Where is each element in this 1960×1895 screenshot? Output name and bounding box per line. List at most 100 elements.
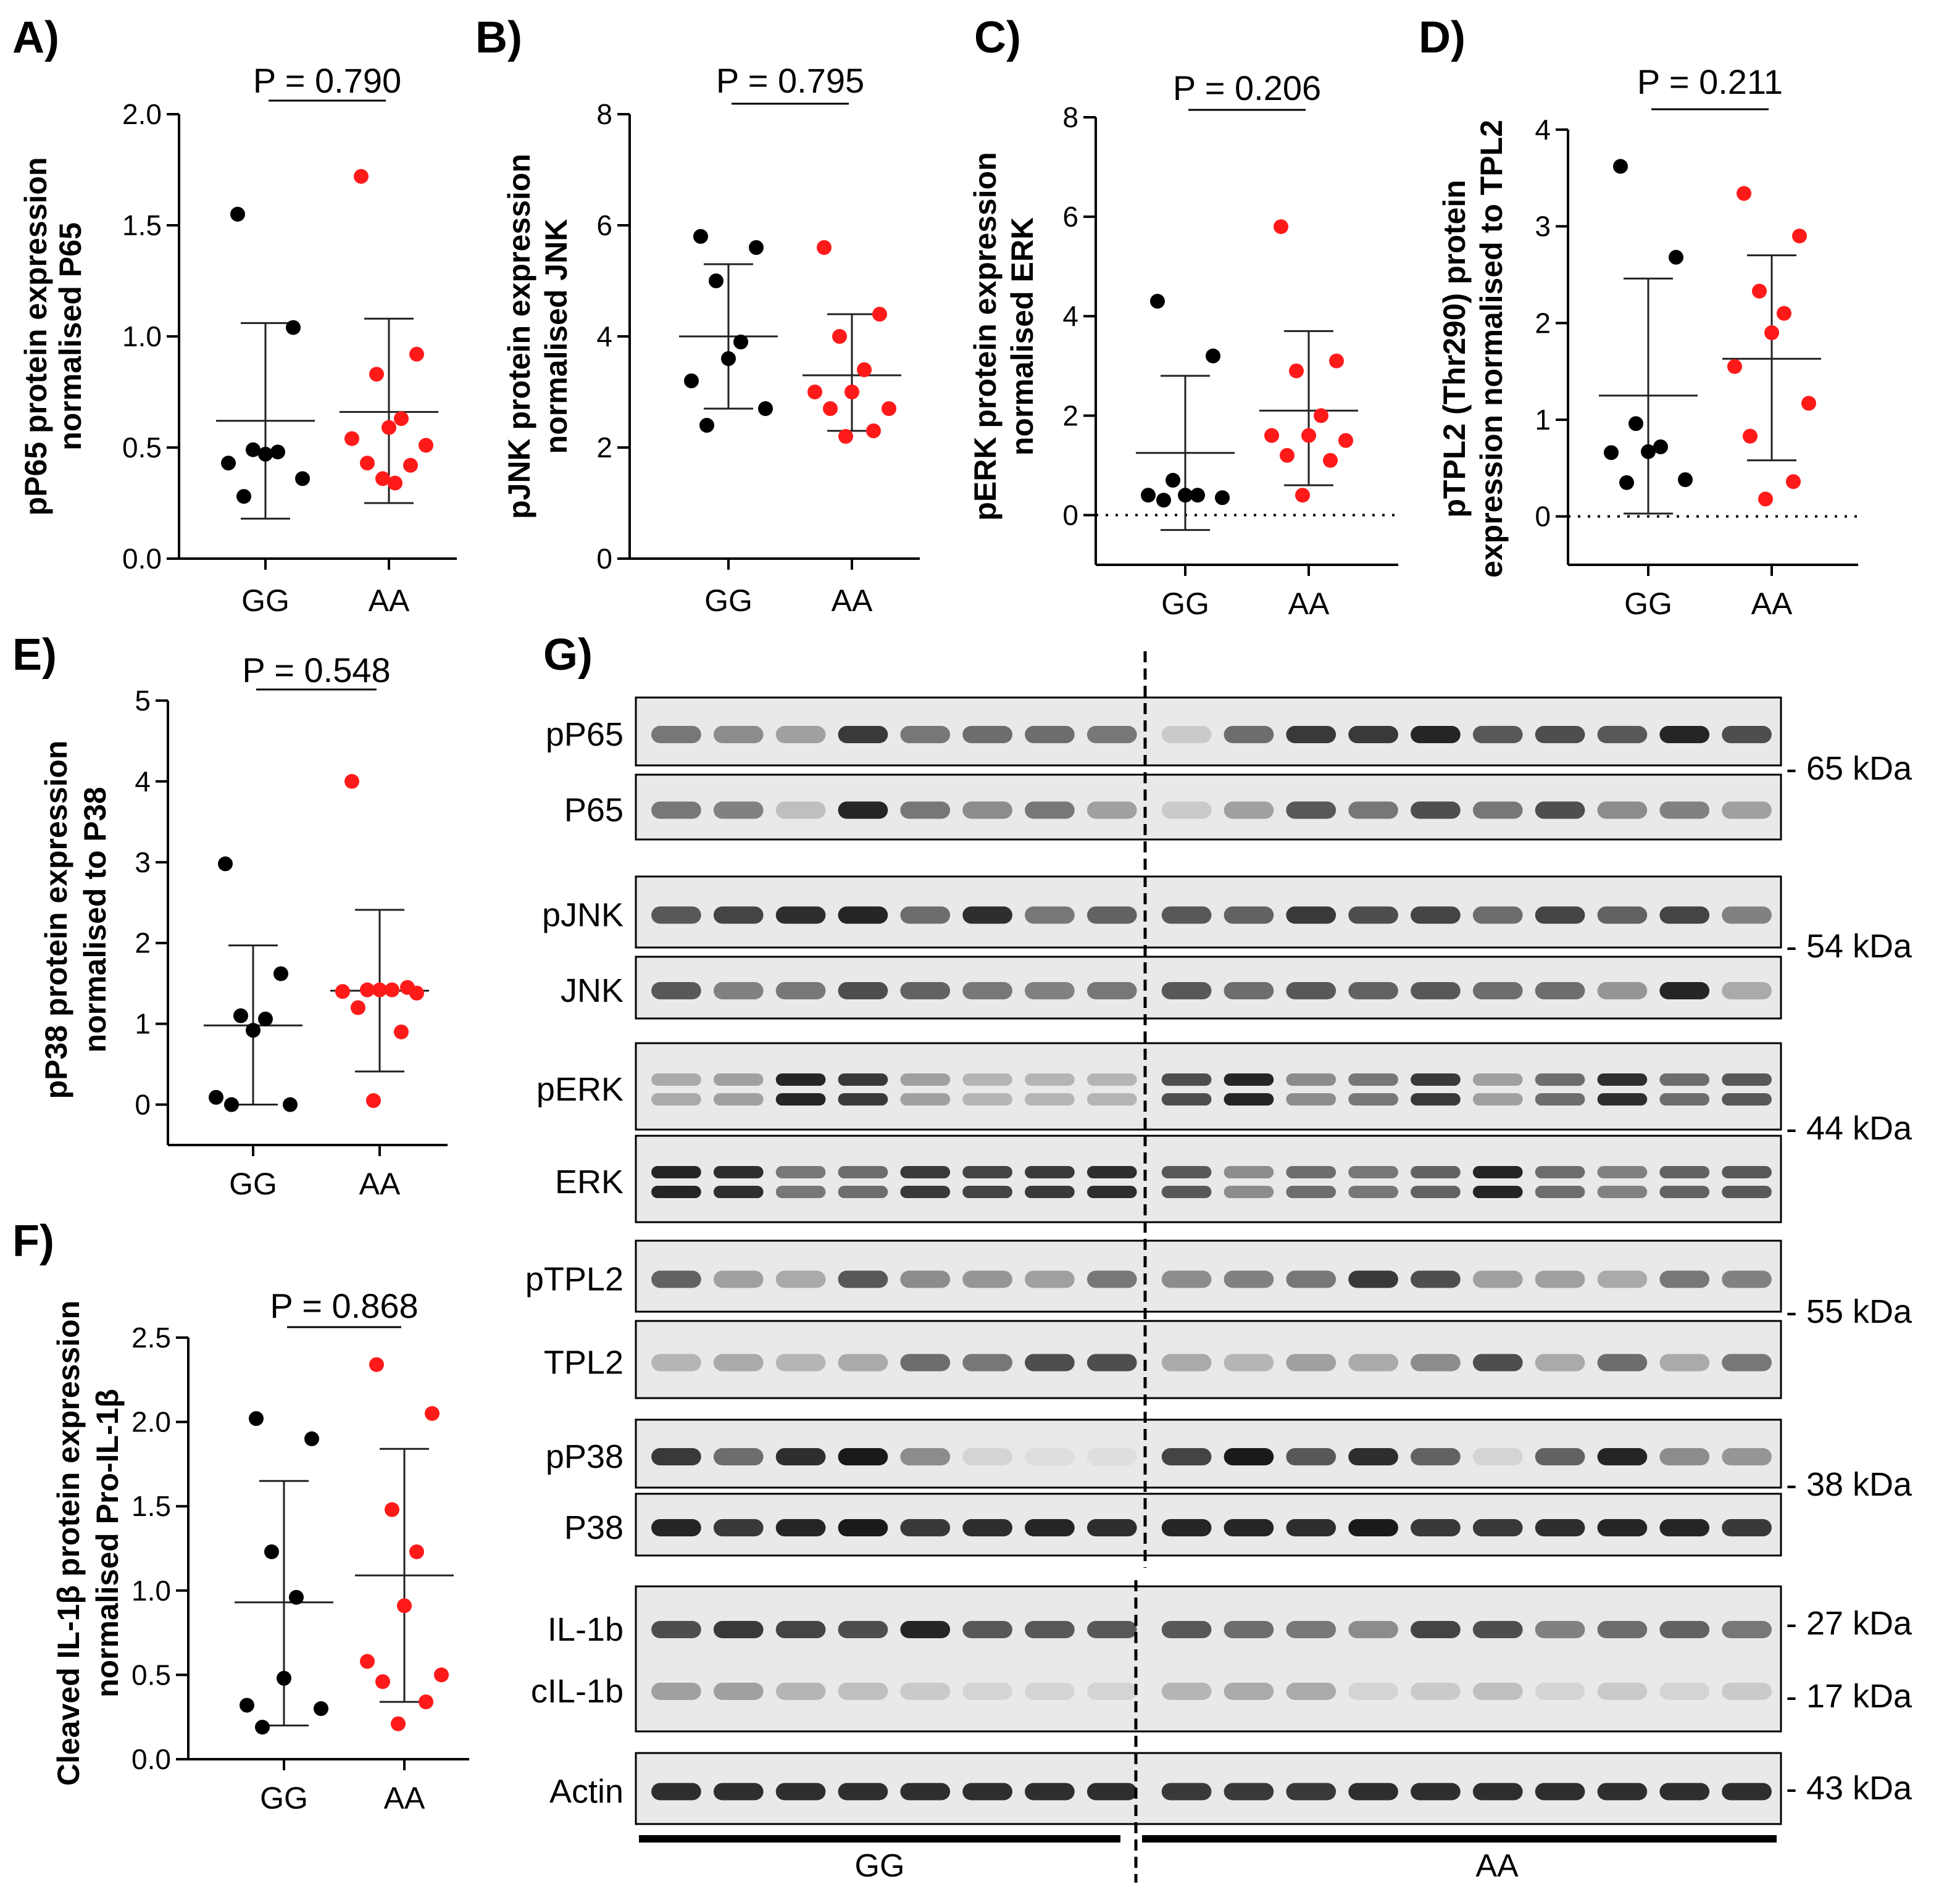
blot-band bbox=[1659, 1621, 1710, 1638]
blot-band bbox=[1535, 1683, 1585, 1700]
data-point-gg bbox=[255, 1720, 270, 1735]
data-point-aa bbox=[369, 1357, 384, 1372]
blot-band bbox=[1722, 1519, 1772, 1536]
blot-band bbox=[1025, 1683, 1075, 1700]
blot-band bbox=[1025, 1448, 1075, 1465]
data-point-aa bbox=[385, 982, 399, 997]
blot-band bbox=[838, 1783, 888, 1801]
blot-band bbox=[900, 1073, 951, 1086]
blot-band bbox=[713, 982, 764, 999]
blot-band bbox=[1659, 1166, 1710, 1178]
blot-row-jnk: JNK bbox=[561, 956, 1782, 1020]
blot-band bbox=[1224, 1270, 1274, 1288]
blot-band bbox=[1722, 1270, 1772, 1288]
blot-band bbox=[1348, 1073, 1398, 1086]
data-point-aa bbox=[1786, 474, 1801, 489]
panel-letter: C) bbox=[974, 13, 1021, 62]
data-point-aa bbox=[419, 438, 433, 453]
blot-band bbox=[900, 1683, 951, 1700]
y-tick-label: 4 bbox=[1062, 300, 1078, 332]
blot-band bbox=[838, 982, 888, 999]
data-point-gg bbox=[733, 335, 748, 349]
data-point-gg bbox=[1628, 416, 1643, 431]
data-point-aa bbox=[872, 307, 887, 322]
blot-band bbox=[1722, 801, 1772, 819]
data-point-aa bbox=[344, 773, 359, 789]
group-label: GG bbox=[855, 1848, 905, 1884]
y-tick-label: 8 bbox=[596, 98, 612, 130]
blot-band bbox=[900, 982, 951, 999]
blot-band bbox=[1224, 801, 1274, 819]
data-point-gg bbox=[233, 1008, 248, 1023]
blot-band bbox=[1722, 1166, 1772, 1178]
blot-band bbox=[1411, 1448, 1461, 1465]
blot-band bbox=[1535, 982, 1585, 999]
y-tick-label: 1 bbox=[135, 1008, 151, 1040]
blot-band bbox=[1472, 1448, 1523, 1465]
blot-band bbox=[962, 1270, 1012, 1288]
data-point-gg bbox=[699, 418, 714, 433]
data-point-aa bbox=[1264, 428, 1279, 443]
blot-band bbox=[1161, 1683, 1212, 1700]
blot-band bbox=[1161, 1783, 1212, 1801]
blot-band bbox=[1286, 726, 1337, 743]
blot-band bbox=[900, 1166, 951, 1178]
y-tick-label: 6 bbox=[1062, 201, 1078, 233]
blot-band bbox=[651, 1354, 701, 1372]
data-point-aa bbox=[1758, 491, 1773, 507]
blot-band bbox=[1722, 1186, 1772, 1198]
data-point-gg bbox=[1141, 488, 1156, 503]
blot-band bbox=[1086, 1783, 1137, 1801]
y-tick-label: 6 bbox=[596, 209, 612, 241]
y-axis-label: Cleaved IL-1β protein expression bbox=[51, 1301, 86, 1786]
p-value-label: P = 0.548 bbox=[242, 651, 390, 689]
blot-band bbox=[1659, 1783, 1710, 1801]
blot-band bbox=[1086, 1073, 1137, 1086]
blot-band bbox=[713, 1166, 764, 1178]
data-point-aa bbox=[335, 984, 350, 999]
blot-row-il-1b: IL-1b bbox=[548, 1585, 1782, 1733]
blot-label: ERK bbox=[555, 1164, 623, 1201]
blot-band bbox=[838, 1621, 888, 1638]
y-axis-label: normalised ERK bbox=[1005, 217, 1040, 456]
x-tick-label: AA bbox=[832, 583, 873, 618]
data-point-gg bbox=[258, 446, 273, 462]
blot-label: pTPL2 bbox=[525, 1261, 623, 1298]
data-point-gg bbox=[246, 1023, 261, 1038]
blot-band bbox=[1597, 1186, 1648, 1198]
blot-band bbox=[1411, 1683, 1461, 1700]
kda-marker: - 17 kDa bbox=[1786, 1678, 1912, 1715]
data-point-aa bbox=[375, 1674, 390, 1689]
blot-band bbox=[1722, 726, 1772, 743]
blot-band bbox=[1535, 1093, 1585, 1106]
blot-band bbox=[1597, 1621, 1648, 1638]
data-point-aa bbox=[1338, 433, 1353, 448]
blot-band bbox=[1597, 1073, 1648, 1086]
blot-label: P38 bbox=[564, 1509, 623, 1546]
data-point-aa bbox=[817, 240, 832, 255]
blot-band bbox=[651, 1166, 701, 1178]
group-bar-gg bbox=[639, 1835, 1120, 1843]
blot-band bbox=[775, 1448, 826, 1465]
blot-band bbox=[1535, 1621, 1585, 1638]
blot-band bbox=[1659, 726, 1710, 743]
panel-c: C) P = 0.206 0 2 4 6 8 pERK protein expression n… bbox=[968, 13, 1398, 621]
blot-band bbox=[962, 1093, 1012, 1106]
blot-band bbox=[838, 1354, 888, 1372]
blot-band bbox=[775, 1354, 826, 1372]
blot-band bbox=[651, 1093, 701, 1106]
data-point-aa bbox=[351, 1000, 365, 1015]
blot-band bbox=[1025, 1186, 1075, 1198]
data-point-aa bbox=[1743, 428, 1758, 444]
group-bar-aa bbox=[1142, 1835, 1777, 1843]
blot-band bbox=[1086, 1621, 1137, 1638]
blot-band bbox=[1286, 1354, 1337, 1372]
y-axis-label: normalised JNK bbox=[539, 219, 573, 454]
blot-band bbox=[1025, 1073, 1075, 1086]
blot-band bbox=[1224, 1519, 1274, 1536]
data-point-gg bbox=[209, 1089, 223, 1105]
blot-band bbox=[1286, 1621, 1337, 1638]
blot-band bbox=[1161, 1448, 1212, 1465]
panel-b: B) P = 0.795 0 2 4 6 8 pJNK protein expression n… bbox=[475, 13, 920, 618]
